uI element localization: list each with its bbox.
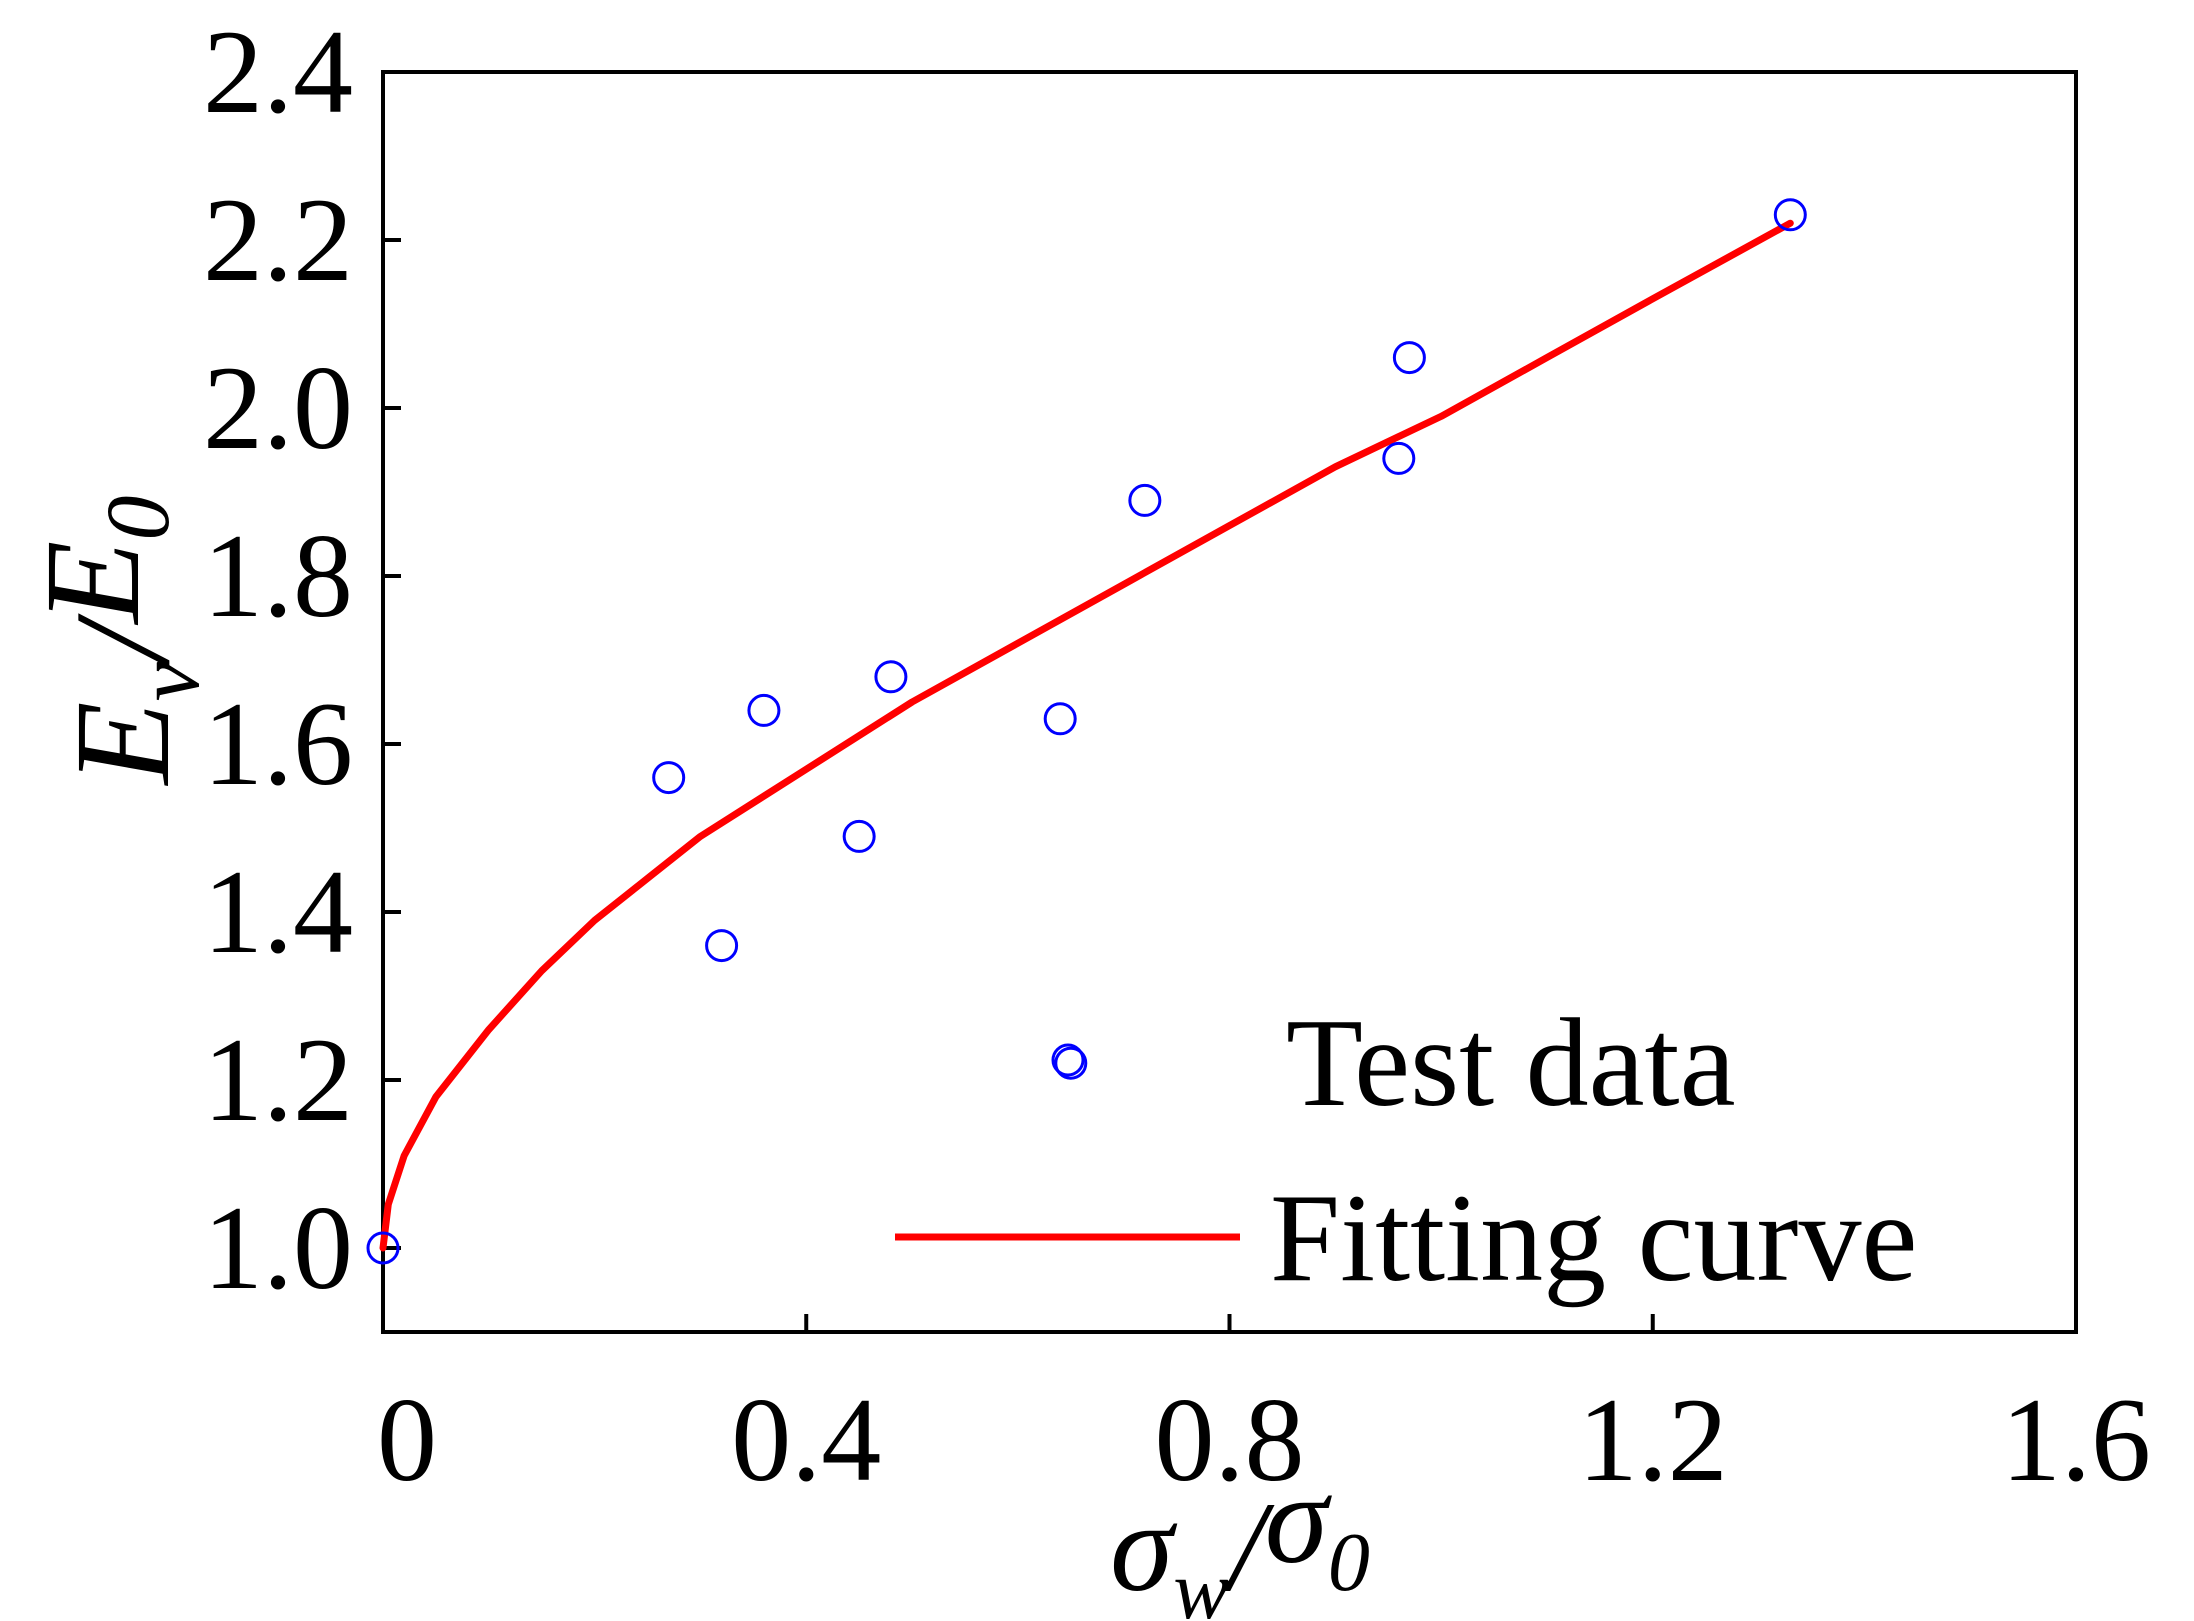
y-tick-label: 1.2 [203, 1013, 353, 1146]
test-data-point [705, 929, 739, 963]
y-tick-label: 1.4 [203, 845, 353, 978]
test-data-point [874, 660, 908, 694]
y-tick-label: 2.0 [203, 341, 353, 474]
y-axis-label: Ev/E0 [18, 496, 218, 787]
x-tick-label: 1.2 [1578, 1373, 1728, 1506]
x-axis-label-main: σ [1110, 1476, 1178, 1618]
y-axis-label-main: E [48, 701, 198, 786]
x-tick-label: 0.4 [731, 1373, 881, 1506]
x-axis-label-main-sub: w [1173, 1544, 1229, 1621]
test-data-point [1392, 341, 1426, 375]
x-axis-label: σw/σ0 [1110, 1448, 1370, 1621]
plot-frame [381, 70, 2078, 1334]
y-tick-label: 1.0 [203, 1181, 353, 1314]
fitting-curve-layer [379, 219, 1794, 1252]
y-tick-label: 1.6 [203, 677, 353, 810]
y-axis-label-main-sub: v [119, 661, 218, 701]
axes-layer: 1.0 1.2 1.4 1.6 1.8 2.0 2.2 2.4 0 0.4 0.8 1.2 1.6 [203, 5, 2151, 1506]
y-axis-label-den: E [18, 541, 168, 626]
x-tick-label: 1.6 [2001, 1373, 2151, 1506]
x-tick-label: 0.8 [1155, 1373, 1305, 1506]
legend-marker-test-data [1051, 1043, 1085, 1077]
y-axis-label-den-sub: 0 [89, 496, 188, 541]
test-data-point [1054, 1046, 1088, 1080]
x-tick-label: 0 [377, 1373, 437, 1506]
legend: Test data Fitting curve [895, 994, 1917, 1308]
fitting-curve-line [379, 219, 1794, 1252]
test-data-point [366, 1231, 400, 1265]
x-axis-label-den-sub: 0 [1328, 1516, 1370, 1609]
test-data-point [1382, 441, 1416, 475]
y-tick-label: 1.8 [203, 509, 353, 642]
x-axis-label-den: σ [1265, 1448, 1333, 1590]
test-data-point [842, 819, 876, 853]
test-data-point [1773, 198, 1807, 232]
y-tick-label: 2.2 [203, 173, 353, 306]
y-tick-label: 2.4 [203, 5, 353, 138]
axis-labels: σw/σ0 Ev/E0 [18, 496, 1370, 1621]
legend-label-fitting-curve: Fitting curve [1270, 1169, 1917, 1308]
test-data-point [1128, 483, 1162, 517]
test-data-point [1043, 702, 1077, 736]
test-data-layer [366, 198, 1807, 1265]
legend-label-test-data: Test data [1286, 994, 1736, 1133]
test-data-point [747, 693, 781, 727]
test-data-point [652, 761, 686, 795]
